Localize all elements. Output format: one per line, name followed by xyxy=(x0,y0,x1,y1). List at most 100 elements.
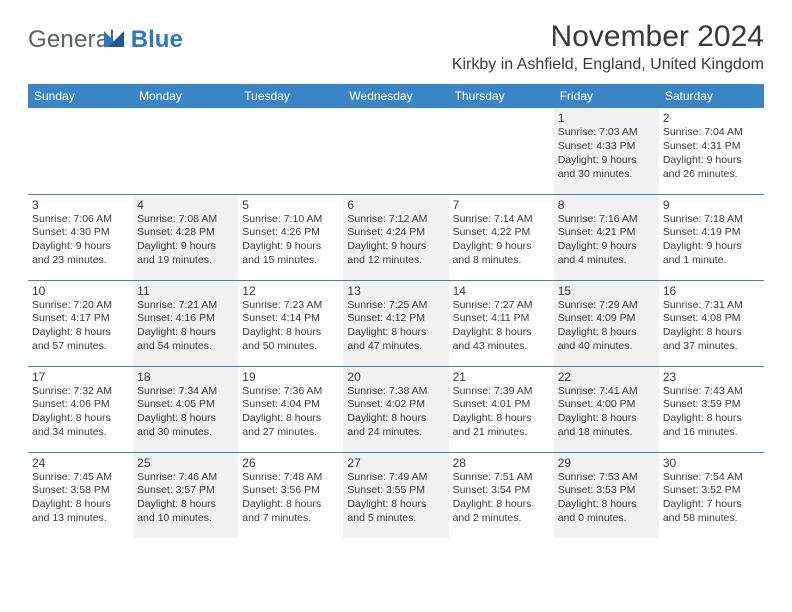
daylight-text: Daylight: 9 hours and 15 minutes. xyxy=(242,240,321,266)
calendar-day-cell: 24Sunrise: 7:45 AMSunset: 3:58 PMDayligh… xyxy=(28,452,133,538)
sunset-text: Sunset: 4:33 PM xyxy=(558,140,636,152)
day-header: Monday xyxy=(133,84,238,108)
day-header: Saturday xyxy=(659,84,764,108)
title-block: November 2024 Kirkby in Ashfield, Englan… xyxy=(452,20,764,80)
day-number: 26 xyxy=(242,456,339,470)
sunrise-text: Sunrise: 7:18 AM xyxy=(663,213,743,225)
day-info: Sunrise: 7:36 AMSunset: 4:04 PMDaylight:… xyxy=(242,385,339,440)
day-info: Sunrise: 7:43 AMSunset: 3:59 PMDaylight:… xyxy=(663,385,760,440)
day-number: 25 xyxy=(137,456,234,470)
calendar-day-cell: 30Sunrise: 7:54 AMSunset: 3:52 PMDayligh… xyxy=(659,452,764,538)
day-header: Tuesday xyxy=(238,84,343,108)
day-header: Sunday xyxy=(28,84,133,108)
day-number: 13 xyxy=(347,284,444,298)
daylight-text: Daylight: 8 hours and 27 minutes. xyxy=(242,412,321,438)
day-info: Sunrise: 7:32 AMSunset: 4:06 PMDaylight:… xyxy=(32,385,129,440)
daylight-text: Daylight: 8 hours and 47 minutes. xyxy=(347,326,426,352)
day-info: Sunrise: 7:21 AMSunset: 4:16 PMDaylight:… xyxy=(137,299,234,354)
sunrise-text: Sunrise: 7:36 AM xyxy=(242,385,322,397)
sunrise-text: Sunrise: 7:53 AM xyxy=(558,471,638,483)
day-info: Sunrise: 7:41 AMSunset: 4:00 PMDaylight:… xyxy=(558,385,655,440)
day-info: Sunrise: 7:54 AMSunset: 3:52 PM Daylight:… xyxy=(663,471,760,526)
sunset-text: Sunset: 3:57 PM xyxy=(137,484,215,496)
calendar-day-cell: 25Sunrise: 7:46 AMSunset: 3:57 PMDayligh… xyxy=(133,452,238,538)
calendar-week-row: 24Sunrise: 7:45 AMSunset: 3:58 PMDayligh… xyxy=(28,452,764,538)
sunrise-text: Sunrise: 7:32 AM xyxy=(32,385,112,397)
month-title: November 2024 xyxy=(452,20,764,54)
sunset-text: Sunset: 4:31 PM xyxy=(663,140,741,152)
daylight-text: Daylight: 7 hours and 58 minutes. xyxy=(663,498,742,524)
day-number: 9 xyxy=(663,198,760,212)
daylight-text: Daylight: 8 hours and 40 minutes. xyxy=(558,326,637,352)
calendar-day-cell: 27Sunrise: 7:49 AMSunset: 3:55 PMDayligh… xyxy=(343,452,448,538)
sunrise-text: Sunrise: 7:43 AM xyxy=(663,385,743,397)
sunset-text: Sunset: 4:12 PM xyxy=(347,312,425,324)
sunrise-text: Sunrise: 7:49 AM xyxy=(347,471,427,483)
day-info: Sunrise: 7:10 AMSunset: 4:26 PM Daylight:… xyxy=(242,213,339,268)
sunset-text: Sunset: 4:02 PM xyxy=(347,398,425,410)
day-info: Sunrise: 7:04 AMSunset: 4:31 PMDaylight:… xyxy=(663,126,760,181)
daylight-text: Daylight: 9 hours and 19 minutes. xyxy=(137,240,216,266)
sunset-text: Sunset: 3:55 PM xyxy=(347,484,425,496)
sunrise-text: Sunrise: 7:10 AM xyxy=(242,213,322,225)
sunset-text: Sunset: 4:24 PM xyxy=(347,226,425,238)
calendar-day-cell xyxy=(238,108,343,194)
calendar-body: 1Sunrise: 7:03 AMSunset: 4:33 PMDaylight… xyxy=(28,108,764,538)
day-info: Sunrise: 7:38 AMSunset: 4:02 PM Daylight:… xyxy=(347,385,444,440)
calendar-week-row: 1Sunrise: 7:03 AMSunset: 4:33 PMDaylight… xyxy=(28,108,764,194)
sunrise-text: Sunrise: 7:54 AM xyxy=(663,471,743,483)
sunset-text: Sunset: 4:08 PM xyxy=(663,312,741,324)
day-number: 19 xyxy=(242,370,339,384)
location-subtitle: Kirkby in Ashfield, England, United King… xyxy=(452,56,764,74)
calendar-day-cell: 3Sunrise: 7:06 AMSunset: 4:30 PMDaylight… xyxy=(28,194,133,280)
sunrise-text: Sunrise: 7:46 AM xyxy=(137,471,217,483)
daylight-text: Daylight: 9 hours and 4 minutes. xyxy=(558,240,637,266)
daylight-text: Daylight: 8 hours and 21 minutes. xyxy=(453,412,532,438)
calendar-day-cell: 12Sunrise: 7:23 AMSunset: 4:14 PMDayligh… xyxy=(238,280,343,366)
daylight-text: Daylight: 8 hours and 7 minutes. xyxy=(242,498,321,524)
sunrise-text: Sunrise: 7:27 AM xyxy=(453,299,533,311)
day-info: Sunrise: 7:27 AMSunset: 4:11 PMDaylight:… xyxy=(453,299,550,354)
sunrise-text: Sunrise: 7:41 AM xyxy=(558,385,638,397)
daylight-text: Daylight: 8 hours and 30 minutes. xyxy=(137,412,216,438)
daylight-text: Daylight: 8 hours and 18 minutes. xyxy=(558,412,637,438)
daylight-text: Daylight: 9 hours and 30 minutes. xyxy=(558,154,637,180)
day-number: 27 xyxy=(347,456,444,470)
calendar-day-cell: 20Sunrise: 7:38 AMSunset: 4:02 PMDayligh… xyxy=(343,366,448,452)
daylight-text: Daylight: 8 hours and 16 minutes. xyxy=(663,412,742,438)
day-header: Friday xyxy=(554,84,659,108)
sunset-text: Sunset: 4:17 PM xyxy=(32,312,110,324)
calendar-day-cell: 15Sunrise: 7:29 AMSunset: 4:09 PMDayligh… xyxy=(554,280,659,366)
sunset-text: Sunset: 3:54 PM xyxy=(453,484,531,496)
day-number: 17 xyxy=(32,370,129,384)
sunrise-text: Sunrise: 7:38 AM xyxy=(347,385,427,397)
calendar-week-row: 10Sunrise: 7:20 AMSunset: 4:17 PMDayligh… xyxy=(28,280,764,366)
sunrise-text: Sunrise: 7:21 AM xyxy=(137,299,217,311)
calendar-day-cell: 17Sunrise: 7:32 AMSunset: 4:06 PMDayligh… xyxy=(28,366,133,452)
calendar-day-cell: 5Sunrise: 7:10 AMSunset: 4:26 PMDaylight… xyxy=(238,194,343,280)
sunset-text: Sunset: 4:26 PM xyxy=(242,226,320,238)
day-info: Sunrise: 7:25 AMSunset: 4:12 PMDaylight:… xyxy=(347,299,444,354)
day-number: 14 xyxy=(453,284,550,298)
sunset-text: Sunset: 4:28 PM xyxy=(137,226,215,238)
daylight-text: Daylight: 8 hours and 13 minutes. xyxy=(32,498,111,524)
day-info: Sunrise: 7:08 AMSunset: 4:28 PMDaylight:… xyxy=(137,213,234,268)
calendar-table: Sunday Monday Tuesday Wednesday Thursday… xyxy=(28,84,764,538)
sunrise-text: Sunrise: 7:31 AM xyxy=(663,299,743,311)
daylight-text: Daylight: 8 hours and 24 minutes. xyxy=(347,412,426,438)
day-info: Sunrise: 7:20 AMSunset: 4:17 PMDaylight:… xyxy=(32,299,129,354)
calendar-day-cell: 23Sunrise: 7:43 AMSunset: 3:59 PMDayligh… xyxy=(659,366,764,452)
sunset-text: Sunset: 3:52 PM xyxy=(663,484,741,496)
header-row: General Blue November 2024 Kirkby in Ash… xyxy=(28,20,764,80)
sunrise-text: Sunrise: 7:03 AM xyxy=(558,126,638,138)
calendar-day-cell: 29Sunrise: 7:53 AMSunset: 3:53 PMDayligh… xyxy=(554,452,659,538)
day-info: Sunrise: 7:34 AMSunset: 4:05 PMDaylight:… xyxy=(137,385,234,440)
calendar-day-cell: 1Sunrise: 7:03 AMSunset: 4:33 PMDaylight… xyxy=(554,108,659,194)
day-number: 7 xyxy=(453,198,550,212)
day-info: Sunrise: 7:14 AMSunset: 4:22 PMDaylight:… xyxy=(453,213,550,268)
day-info: Sunrise: 7:06 AMSunset: 4:30 PMDaylight:… xyxy=(32,213,129,268)
brand-part2: Blue xyxy=(131,26,183,54)
day-info: Sunrise: 7:48 AMSunset: 3:56 PMDaylight:… xyxy=(242,471,339,526)
sunset-text: Sunset: 4:06 PM xyxy=(32,398,110,410)
sunrise-text: Sunrise: 7:12 AM xyxy=(347,213,427,225)
